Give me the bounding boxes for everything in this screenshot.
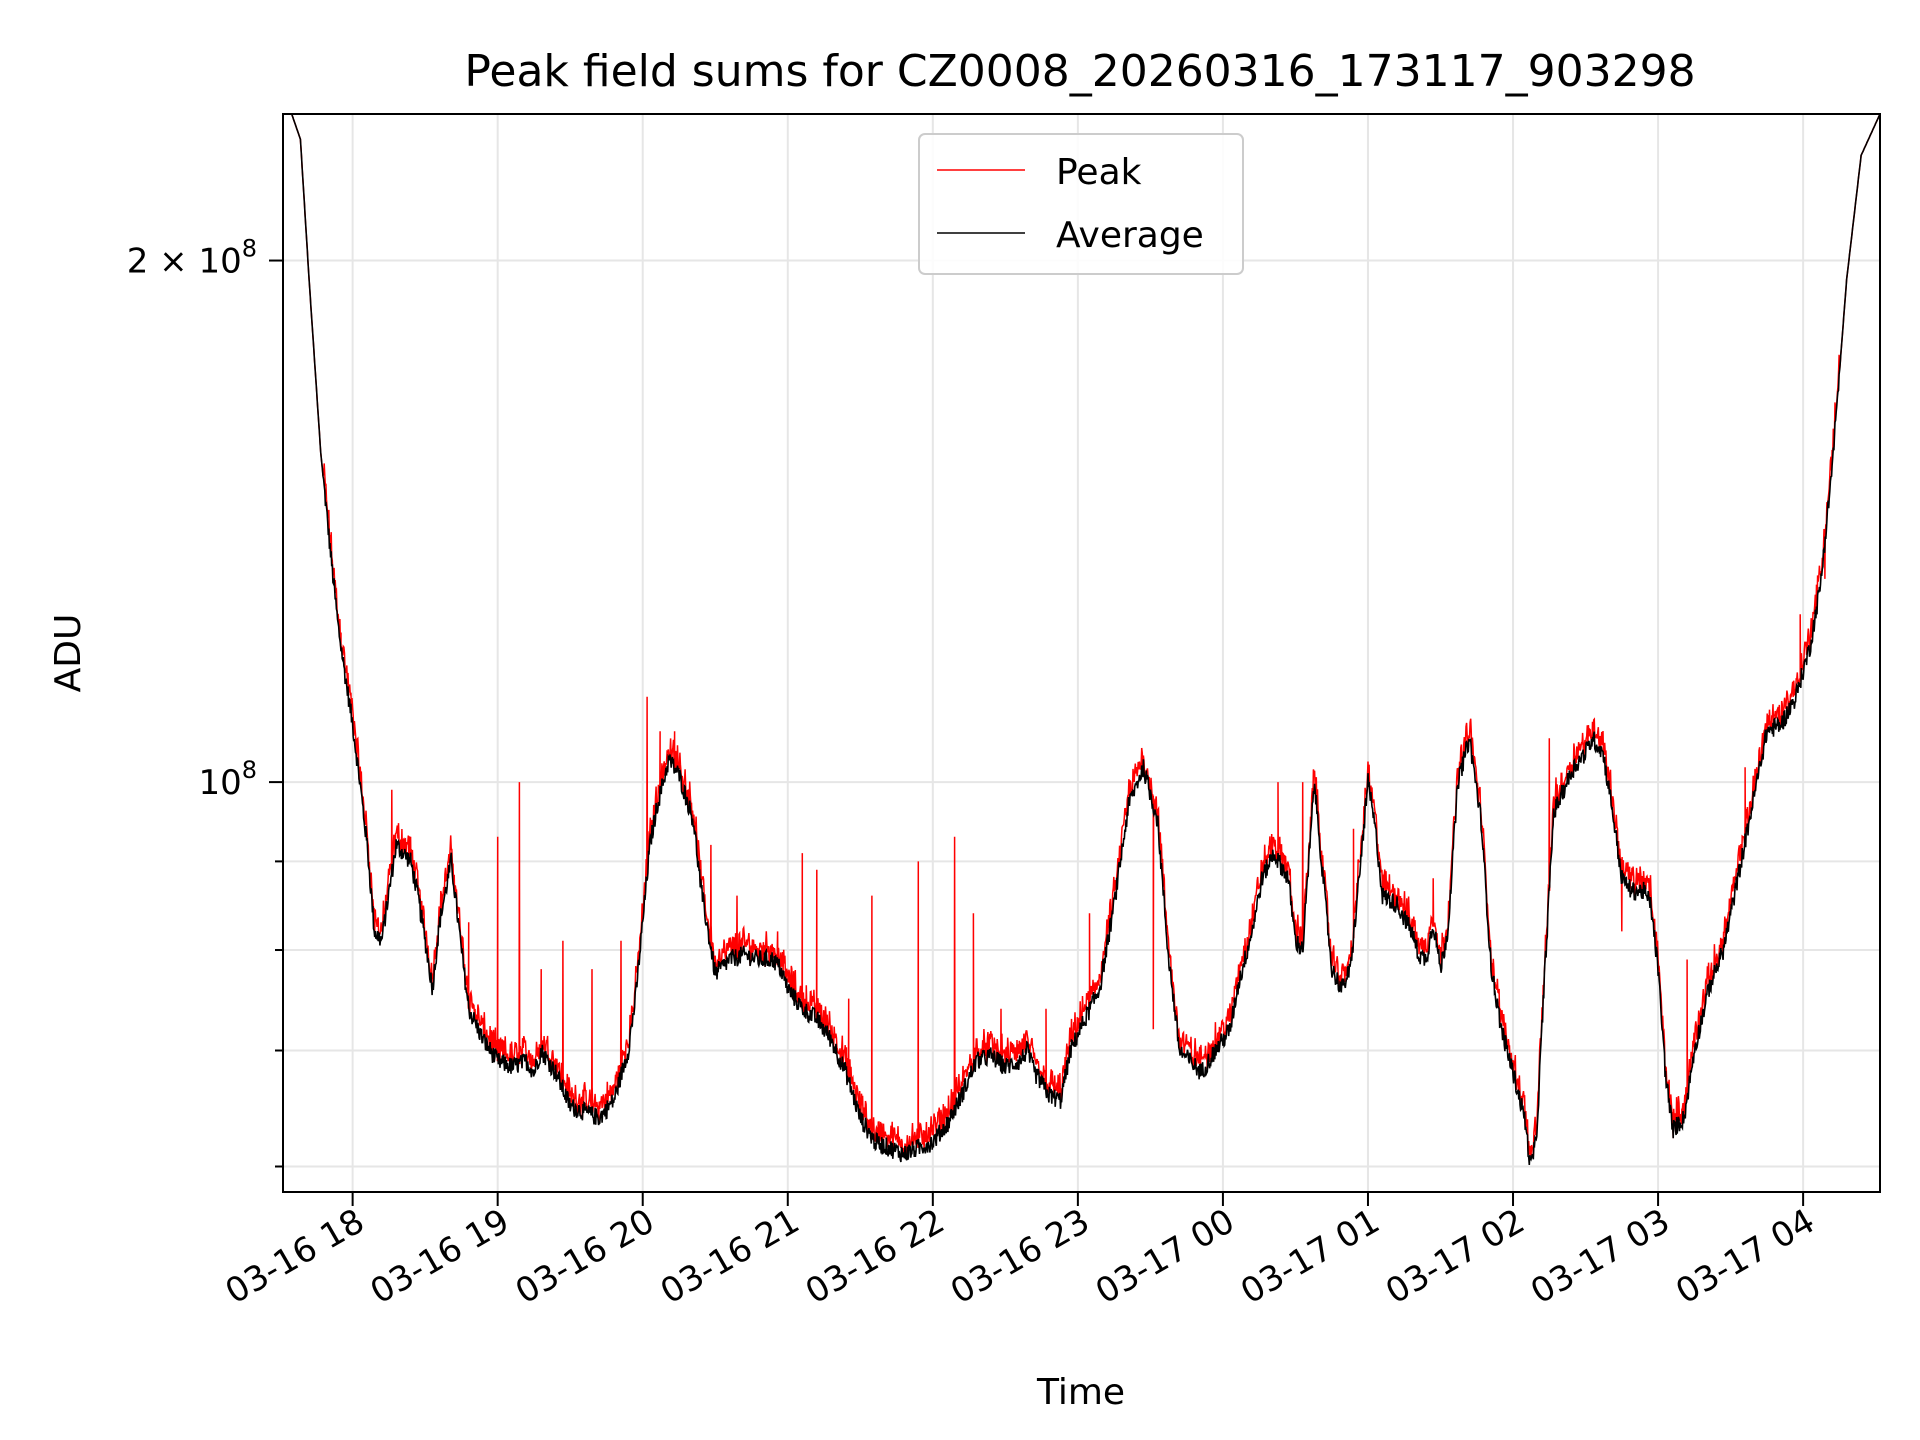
y-axis-label: ADU bbox=[48, 614, 89, 693]
plot-area-frame bbox=[282, 113, 1881, 1193]
legend: Peak Average bbox=[918, 133, 1244, 275]
y-tick-label: 2 × 108 bbox=[127, 235, 257, 282]
legend-average-label: Average bbox=[1056, 215, 1204, 256]
y-tick-label: 108 bbox=[198, 756, 257, 803]
legend-frame bbox=[918, 133, 1244, 275]
y-tick: 108 bbox=[198, 756, 283, 803]
y-axis: 108 2 × 108 bbox=[127, 235, 283, 1168]
chart-title: Peak field sums for CZ0008_20260316_1731… bbox=[464, 46, 1695, 97]
x-axis-label: Time bbox=[1036, 1372, 1125, 1413]
y-tick: 2 × 108 bbox=[127, 235, 283, 282]
legend-peak-label: Peak bbox=[1056, 152, 1142, 193]
plot-series bbox=[283, 113, 1881, 1166]
peak-series-line bbox=[283, 113, 1881, 1157]
grid-lines bbox=[283, 114, 1880, 1192]
average-series-line bbox=[283, 113, 1881, 1166]
